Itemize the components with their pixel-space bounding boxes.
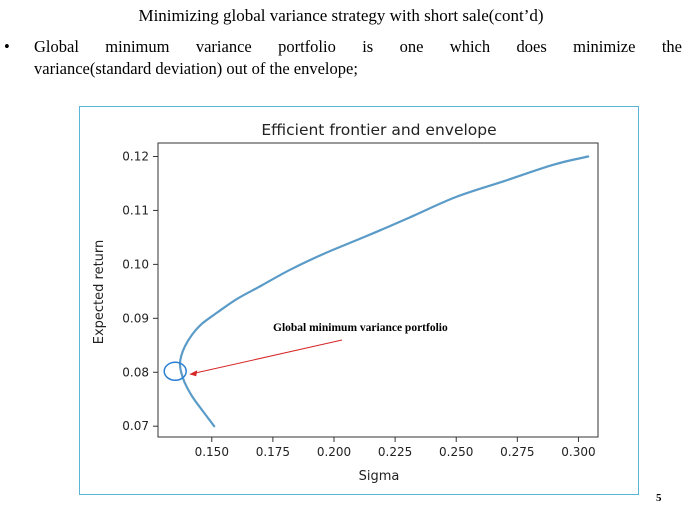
y-axis-label: Expected return	[92, 240, 107, 345]
x-axis-label: Sigma	[359, 469, 400, 484]
chart-title: Efficient frontier and envelope	[261, 121, 496, 139]
y-tick-label: 0.10	[122, 257, 149, 271]
bullet-text-line2: variance(standard deviation) out of the …	[34, 59, 358, 78]
bullet-dot: •	[4, 37, 10, 56]
page-number: 5	[656, 492, 662, 504]
annotation-label: Global minimum variance portfolio	[273, 322, 448, 334]
x-tick-label: 0.300	[561, 445, 595, 459]
bullet-text-line1: Global minimum variance portfolio is one…	[34, 37, 682, 56]
annotation-arrow-head	[189, 370, 198, 377]
x-tick-label: 0.150	[195, 445, 229, 459]
efficient-frontier-chart: 0.150 0.175 0.200 0.225 0.250 0.275 0.300 0.07 0…	[92, 121, 599, 484]
x-tick-label: 0.175	[256, 445, 290, 459]
y-tick-label: 0.08	[122, 365, 149, 379]
x-tick-label: 0.250	[439, 445, 473, 459]
frontier-line	[178, 155, 590, 428]
y-tick-label: 0.12	[122, 149, 149, 163]
y-tick-label: 0.07	[122, 419, 149, 433]
gmv-circle-marker	[163, 361, 187, 382]
chart-figure: 0.150 0.175 0.200 0.225 0.250 0.275 0.300 0.07 0…	[79, 106, 639, 495]
plot-area-frame	[157, 142, 599, 438]
slide-title: Minimizing global variance strategy with…	[138, 6, 544, 25]
x-tick-label: 0.225	[378, 445, 412, 459]
y-tick-label: 0.11	[122, 203, 149, 217]
y-tick-label: 0.09	[122, 311, 149, 325]
x-tick-label: 0.275	[500, 445, 534, 459]
annotation-arrow-line	[194, 339, 343, 374]
x-tick-label: 0.200	[317, 445, 351, 459]
